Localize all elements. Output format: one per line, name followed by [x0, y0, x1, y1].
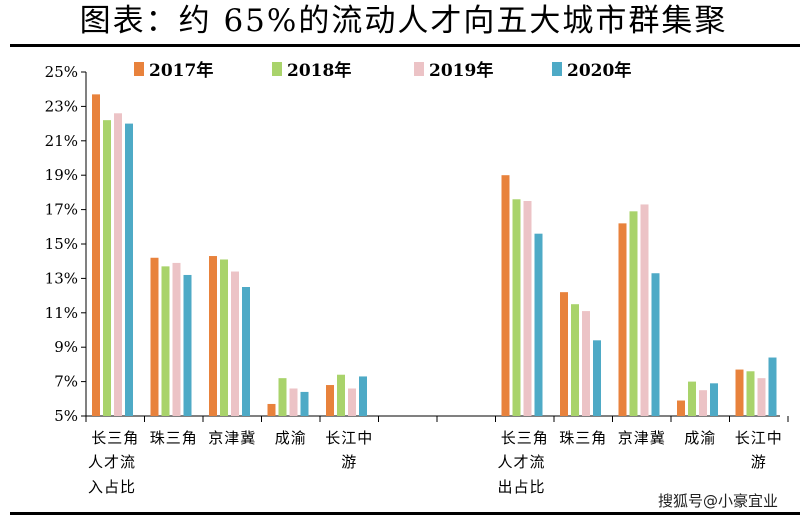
category-label: 珠三角 — [150, 429, 198, 447]
bar-2017年-成渝 — [267, 403, 276, 416]
group-label: 出占比 — [498, 478, 546, 496]
bar-2017年-京津冀 — [209, 256, 217, 416]
bar-2020年-长江中游 — [768, 357, 777, 416]
bar-2020年-珠三角 — [593, 340, 601, 416]
bar-2019年-成渝 — [289, 388, 298, 416]
bar-2017年-京津冀 — [618, 223, 627, 416]
group-label: 人才流 — [498, 453, 546, 471]
bar-2019年-珠三角 — [582, 311, 590, 416]
bar-2019年-珠三角 — [172, 262, 181, 416]
category-label: 长三角 — [501, 429, 549, 447]
legend-label: 2017年 — [149, 60, 213, 81]
bar-2018年-长江中游 — [746, 371, 755, 416]
y-tick-label: 5% — [54, 407, 78, 425]
bar-2018年-珠三角 — [571, 304, 579, 416]
legend-label: 2019年 — [429, 60, 493, 81]
bar-2017年-长江中游 — [735, 369, 744, 416]
legend-swatch-2020年 — [552, 62, 562, 76]
category-label-cont: 游 — [341, 453, 357, 471]
bar-2018年-长三角 — [512, 199, 521, 416]
legend-swatch-2019年 — [414, 62, 424, 76]
y-tick-label: 11% — [45, 304, 78, 322]
category-label: 珠三角 — [559, 429, 607, 447]
category-label: 长三角 — [91, 429, 139, 447]
bar-2019年-长三角 — [523, 201, 532, 416]
category-label-cont: 游 — [751, 453, 767, 471]
bar-2017年-长三角 — [92, 94, 100, 417]
bar-2019年-成渝 — [699, 390, 707, 416]
bar-2017年-成渝 — [677, 400, 685, 416]
bar-2019年-京津冀 — [640, 204, 649, 416]
bar-2018年-长三角 — [103, 120, 111, 416]
bar-2018年-京津冀 — [629, 211, 638, 416]
bar-2018年-成渝 — [688, 381, 696, 416]
bar-2017年-珠三角 — [560, 292, 568, 416]
bar-2020年-长江中游 — [359, 376, 367, 416]
bar-2019年-京津冀 — [231, 271, 239, 416]
y-tick-label: 17% — [45, 201, 78, 219]
group-label: 人才流 — [88, 453, 136, 471]
y-tick-label: 13% — [45, 269, 78, 287]
bar-2019年-长江中游 — [757, 378, 766, 416]
bar-2019年-长江中游 — [348, 388, 356, 416]
bar-2020年-珠三角 — [183, 274, 192, 416]
bar-2018年-京津冀 — [220, 259, 228, 416]
legend-swatch-2018年 — [272, 62, 282, 76]
legend-label: 2018年 — [287, 60, 351, 81]
category-label: 成渝 — [684, 429, 716, 447]
y-tick-label: 7% — [54, 373, 78, 391]
bar-2020年-长三角 — [534, 233, 543, 416]
legend-label: 2020年 — [567, 60, 631, 81]
category-label: 长江中 — [325, 429, 373, 447]
bar-2018年-长江中游 — [337, 374, 345, 416]
category-label: 京津冀 — [618, 429, 666, 447]
bar-2020年-成渝 — [300, 391, 309, 416]
y-tick-label: 25% — [45, 63, 78, 81]
category-label: 长江中 — [735, 429, 783, 447]
bar-2019年-长三角 — [114, 113, 122, 416]
y-tick-label: 23% — [45, 97, 78, 115]
y-tick-label: 15% — [45, 235, 78, 253]
category-label: 京津冀 — [208, 429, 256, 447]
bar-2020年-京津冀 — [651, 273, 660, 416]
watermark: 搜狐号@小豪宜业 — [658, 492, 779, 510]
bar-2017年-长三角 — [501, 175, 510, 416]
bar-2017年-珠三角 — [150, 257, 159, 416]
bar-2018年-成渝 — [278, 378, 287, 416]
page-title: 图表：约 65%的流动人才向五大城市群集聚 — [79, 3, 728, 39]
bar-2017年-长江中游 — [326, 385, 334, 416]
title-rule — [10, 44, 800, 47]
bottom-rule — [10, 512, 800, 515]
bar-2018年-珠三角 — [161, 266, 170, 416]
category-label: 成渝 — [275, 429, 307, 447]
bar-2020年-京津冀 — [242, 287, 250, 416]
y-tick-label: 9% — [54, 338, 78, 356]
y-tick-label: 21% — [45, 132, 78, 150]
bar-2020年-长三角 — [125, 123, 133, 416]
legend-swatch-2017年 — [134, 62, 144, 76]
bar-2020年-成渝 — [710, 383, 718, 416]
group-label: 入占比 — [88, 478, 136, 496]
y-tick-label: 19% — [45, 166, 78, 184]
